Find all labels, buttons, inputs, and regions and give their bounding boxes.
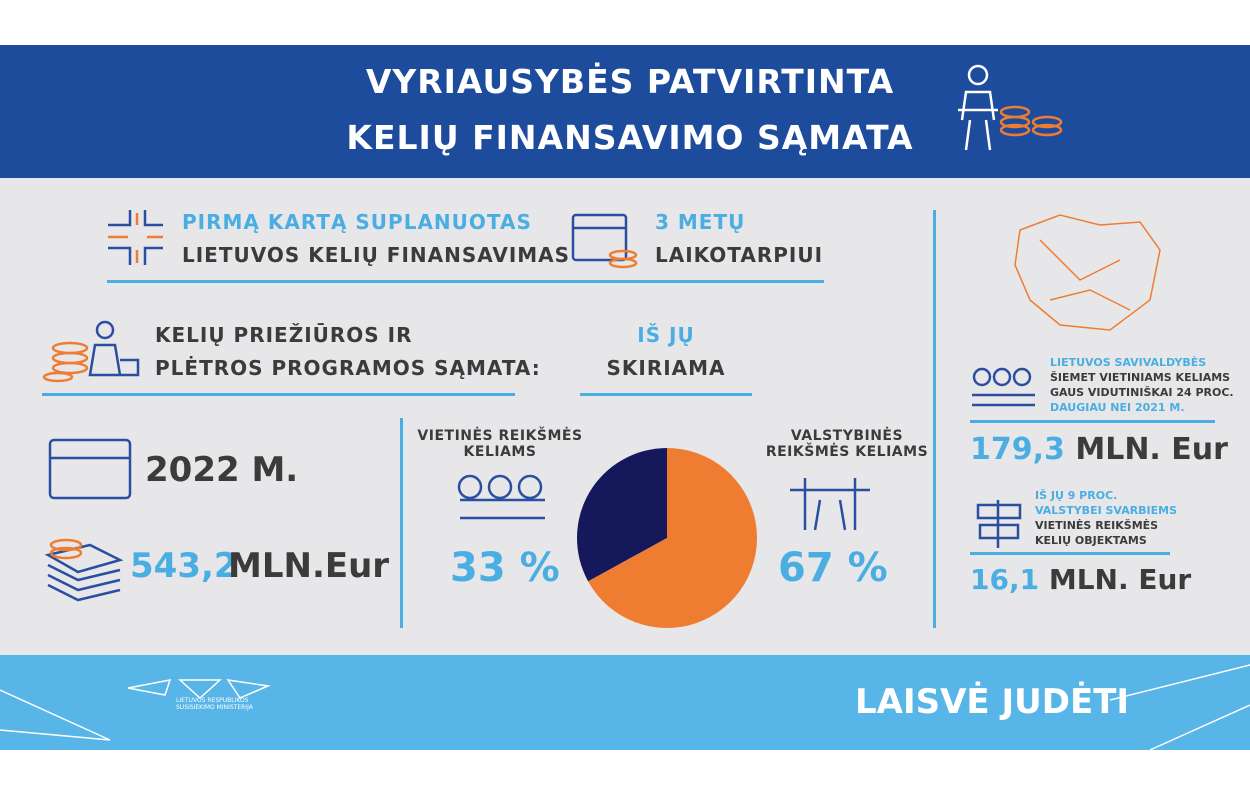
intro-text: PIRMĄ KARTĄ SUPLANUOTAS: [182, 210, 532, 234]
title: VYRIAUSYBĖS PATVIRTINTA: [365, 62, 895, 101]
footer-band: [0, 655, 1250, 750]
text-line: ŠIEMET VIETINIAMS KELIAMS: [1050, 371, 1231, 384]
year: 2022 M.: [145, 450, 299, 490]
divider: [933, 210, 936, 628]
text-line: LIETUVOS SAVIVALDYBĖS: [1050, 356, 1207, 369]
text-line: DAUGIAU NEI 2021 M.: [1050, 401, 1185, 414]
divider: [580, 393, 752, 396]
logo-text: LIETUVOS RESPUBLIKOS SUSISIEKIMO MINISTE…: [176, 697, 253, 711]
intro-text: LIETUVOS KELIŲ FINANSAVIMAS: [182, 243, 571, 267]
municipal-amount-row: 179,3 MLN. Eur: [970, 432, 1228, 467]
text-line: GAUS VIDUTINIŠKAI 24 PROC.: [1050, 386, 1234, 399]
divider: [970, 552, 1170, 555]
program-text: KELIŲ PRIEŽIŪROS IR: [155, 323, 413, 347]
text-line: VIETINĖS REIKŠMĖS: [1035, 519, 1159, 532]
budget-amount: 543,2: [130, 546, 238, 586]
header-band: [0, 45, 1250, 178]
slogan: LAISVĖ JUDĖTI: [855, 682, 1130, 722]
unit: MLN. Eur: [1048, 563, 1192, 596]
text-line: LIETUVOS RESPUBLIKOS: [176, 697, 249, 704]
period-text: 3 METŲ: [655, 210, 746, 234]
alloc-text: IŠ JŲ: [637, 323, 695, 347]
amount: 179,3: [970, 432, 1065, 467]
program-text: PLĖTROS PROGRAMOS SĄMATA:: [155, 356, 541, 380]
pie-value-label: 67 %: [778, 545, 888, 591]
pie-value-label: 33 %: [450, 545, 560, 591]
text-line: IŠ JŲ 9 PROC.: [1035, 489, 1118, 502]
text-line: VALSTYBEI SVARBIEMS: [1035, 504, 1178, 517]
pie-category: VALSTYBINĖS REIKŠMĖS KELIAMS: [765, 428, 929, 460]
alloc-text: SKIRIAMA: [606, 356, 726, 380]
unit: MLN. Eur: [1075, 432, 1228, 467]
title: KELIŲ FINANSAVIMO SĄMATA: [346, 118, 914, 157]
amount: 16,1: [970, 563, 1040, 596]
divider: [400, 418, 403, 628]
divider: [107, 280, 824, 283]
important-text: IŠ JŲ 9 PROC. VALSTYBEI SVARBIEMS VIETIN…: [1035, 488, 1177, 548]
pie-category: VIETINĖS REIKŠMĖS KELIAMS: [417, 428, 583, 460]
budget-unit: MLN.Eur: [228, 546, 390, 586]
municipal-text: LIETUVOS SAVIVALDYBĖS ŠIEMET VIETINIAMS …: [1050, 355, 1234, 415]
period-text: LAIKOTARPIUI: [655, 243, 824, 267]
text-line: SUSISIEKIMO MINISTERIJA: [176, 704, 253, 711]
text-line: KELIŲ OBJEKTAMS: [1035, 534, 1147, 547]
divider: [970, 420, 1215, 423]
important-amount-row: 16,1 MLN. Eur: [970, 563, 1191, 596]
divider: [42, 393, 515, 396]
